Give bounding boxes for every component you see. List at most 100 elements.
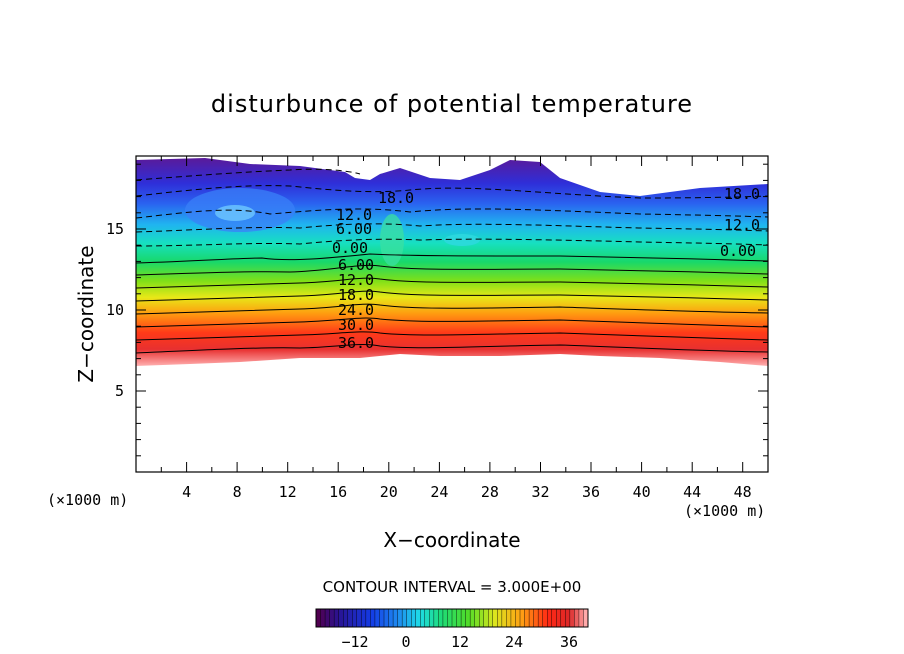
colorbar-cell (442, 608, 448, 628)
contour-label: 18.0 (378, 189, 414, 207)
colorbar-cell (361, 608, 367, 628)
warm-plume (380, 214, 404, 266)
contour-label: 12.0 (336, 206, 372, 224)
x-tick-label: 36 (582, 483, 600, 501)
x-tick-label: 24 (430, 483, 448, 501)
x-ticks (160, 156, 744, 472)
contour-lines-negative (136, 168, 768, 247)
colorbar-cell (338, 608, 344, 628)
contour-label: 30.0 (338, 316, 374, 334)
colorbar-tick-labels: −12 0 12 24 36 (341, 633, 578, 651)
chart-title: disturbunce of potential temperature (211, 90, 693, 118)
x-tick-label: 48 (734, 483, 752, 501)
colorbar-tick-label: 0 (401, 633, 410, 651)
y-axis-title: Z−coordinate (74, 245, 98, 382)
colorbar-cell (551, 608, 557, 628)
x-tick-label: 16 (329, 483, 347, 501)
x-tick-labels: 4 8 12 16 20 24 28 32 36 40 44 48 (182, 483, 752, 501)
colorbar-cell (411, 608, 417, 628)
colorbar-tick-label: 24 (505, 633, 523, 651)
contour-label: 12.0 (338, 271, 374, 289)
colorbar (315, 608, 589, 628)
colorbar-cell (415, 608, 421, 628)
colorbar-cell (515, 608, 521, 628)
colorbar-cell (506, 608, 512, 628)
colorbar-cell (510, 608, 516, 628)
colorbar-cell (420, 608, 426, 628)
contour-label: 12.0 (724, 216, 760, 234)
x-tick-label: 4 (182, 483, 191, 501)
colorbar-cell (401, 608, 408, 628)
cold-anomaly-core (215, 205, 255, 221)
colorbar-cell (438, 608, 444, 628)
x-tick-label: 8 (233, 483, 242, 501)
colorbar-cell (406, 608, 412, 628)
contour-label: 6.00 (338, 256, 374, 274)
x-tick-label: 20 (380, 483, 398, 501)
colorbar-cell (479, 608, 485, 628)
colorbar-cell (365, 608, 371, 628)
colorbar-cell (356, 608, 362, 628)
colorbar-cell (424, 608, 430, 628)
contour-label: 24.0 (338, 301, 374, 319)
x-tick-label: 32 (531, 483, 549, 501)
colorbar-cell (320, 608, 326, 628)
colorbar-cell (324, 608, 331, 628)
x-tick-label: 40 (633, 483, 651, 501)
colorbar-cell (547, 608, 553, 628)
colorbar-cell (469, 608, 476, 628)
colorbar-cell (388, 608, 394, 628)
colorbar-tick-label: 36 (560, 633, 578, 651)
contour-label: 6.00 (336, 220, 372, 238)
colorbar-cell (370, 608, 376, 628)
contour-label: 18.0 (724, 185, 760, 203)
colorbar-cell (397, 608, 403, 628)
colorbar-cell (379, 608, 385, 628)
colorbar-cell (565, 608, 571, 628)
colorbar-cell (560, 608, 566, 628)
x-tick-label: 28 (481, 483, 499, 501)
colorbar-cell (574, 608, 580, 628)
colorbar-cell (537, 608, 544, 628)
colorbar-cell (343, 608, 349, 628)
colorbar-cell (528, 608, 535, 628)
colorbar-cell (347, 608, 353, 628)
y-ticks (136, 163, 768, 457)
x-tick-label: 44 (683, 483, 701, 501)
x-tick-label: 12 (279, 483, 297, 501)
colorbar-cell (524, 608, 530, 628)
colorbar-cell (501, 608, 507, 628)
x-axis-title: X−coordinate (383, 528, 520, 552)
colorbar-cell (542, 608, 548, 628)
contour-field (136, 158, 768, 366)
cyan-patch (444, 234, 480, 246)
colorbar-cell (578, 608, 584, 628)
contour-labels: 36.0 30.0 24.0 18.0 12.0 6.00 0.00 6.00 … (332, 185, 760, 352)
y-tick-label: 5 (115, 382, 124, 400)
colorbar-cell (447, 608, 453, 628)
y-tick-label: 15 (106, 220, 124, 238)
z-unit-label: (×1000 m) (47, 491, 128, 509)
colorbar-frame (315, 608, 589, 628)
contour-label: 0.00 (720, 242, 756, 260)
contour-label: 18.0 (338, 286, 374, 304)
colorbar-cell (465, 608, 471, 628)
colorbar-tick-label: 12 (451, 633, 469, 651)
colorbar-cell (456, 608, 462, 628)
colorbar-cell (429, 608, 435, 628)
contour-interval-text: CONTOUR INTERVAL = 3.000E+00 (323, 578, 582, 596)
y-tick-labels: 5 10 15 (106, 220, 124, 400)
colorbar-cell (460, 608, 467, 628)
y-tick-label: 10 (106, 301, 124, 319)
colorbar-cell (374, 608, 380, 628)
colorbar-cell (492, 608, 498, 628)
colorbar-cell (329, 608, 335, 628)
colorbar-cell (474, 608, 480, 628)
contour-label: 36.0 (338, 334, 374, 352)
colorbar-cell (451, 608, 458, 628)
x-unit-label: (×1000 m) (684, 502, 765, 520)
contour-label: 0.00 (332, 239, 368, 257)
colorbar-cell (497, 608, 503, 628)
colorbar-cell (383, 608, 390, 628)
